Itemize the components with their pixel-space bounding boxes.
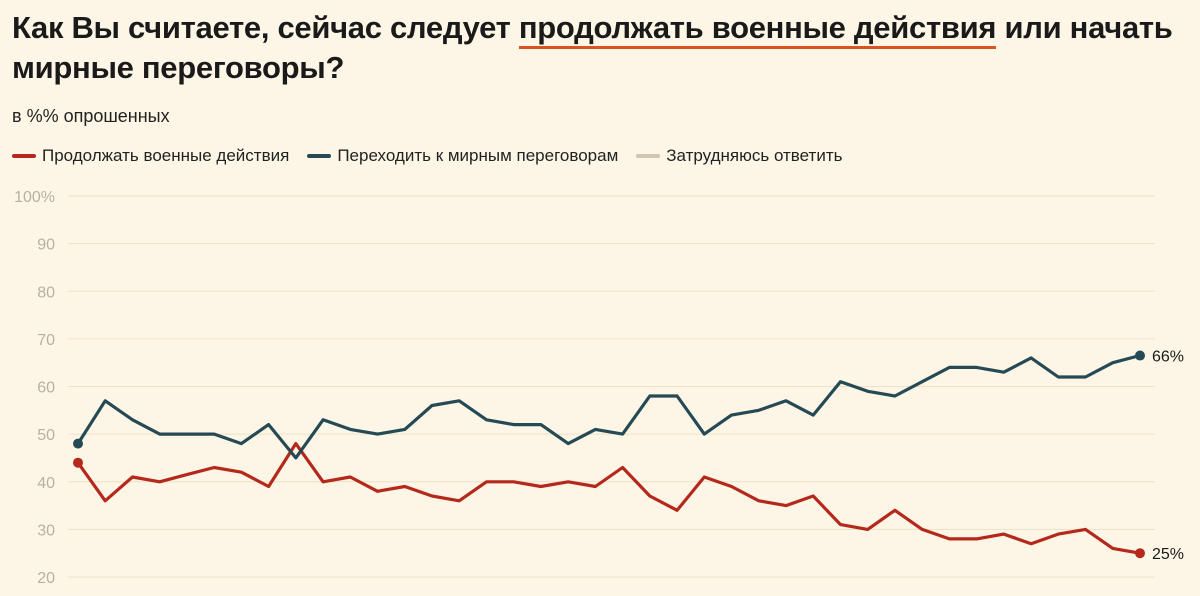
y-tick-label: 80 — [37, 284, 55, 301]
y-tick-label: 90 — [37, 237, 55, 254]
y-tick-label: 50 — [37, 427, 55, 444]
legend-item-undecided: Затрудняюсь ответить — [636, 146, 842, 166]
chart-title: Как Вы считаете, сейчас следует продолжа… — [12, 8, 1192, 88]
title-highlight: продолжать военные действия — [518, 10, 996, 49]
start-marker — [73, 457, 83, 468]
legend-label-continue: Продолжать военные действия — [42, 146, 290, 165]
end-marker — [1135, 548, 1145, 559]
y-tick-label: 70 — [37, 332, 55, 349]
chart-subtitle: в %% опрошенных — [12, 106, 170, 126]
legend: Продолжать военные действия Переходить к… — [12, 146, 842, 166]
legend-swatch-negotiate — [307, 154, 332, 158]
legend-label-negotiate: Переходить к мирным переговорам — [337, 146, 619, 165]
title-part-before: Как Вы считаете, сейчас следует — [12, 10, 519, 45]
y-tick-label: 40 — [37, 475, 55, 492]
series-line-0 — [76, 442, 1142, 555]
y-tick-label: 60 — [37, 380, 55, 397]
legend-swatch-continue — [12, 154, 36, 158]
y-tick-label: 30 — [37, 522, 55, 539]
y-tick-label: 20 — [37, 570, 55, 587]
end-marker — [1135, 350, 1145, 361]
legend-item-continue: Продолжать военные действия — [12, 146, 289, 166]
legend-swatch-undecided — [636, 154, 661, 158]
title-part-after: или начать мирные переговоры? — [12, 10, 1173, 85]
end-label: 66% — [1152, 349, 1184, 366]
legend-label-undecided: Затрудняюсь ответить — [666, 146, 843, 165]
start-marker — [73, 438, 83, 449]
end-label: 25% — [1152, 546, 1184, 563]
y-tick-label: 100% — [14, 189, 55, 206]
series-line-1 — [76, 353, 1142, 460]
legend-item-negotiate: Переходить к мирным переговорам — [307, 146, 618, 166]
